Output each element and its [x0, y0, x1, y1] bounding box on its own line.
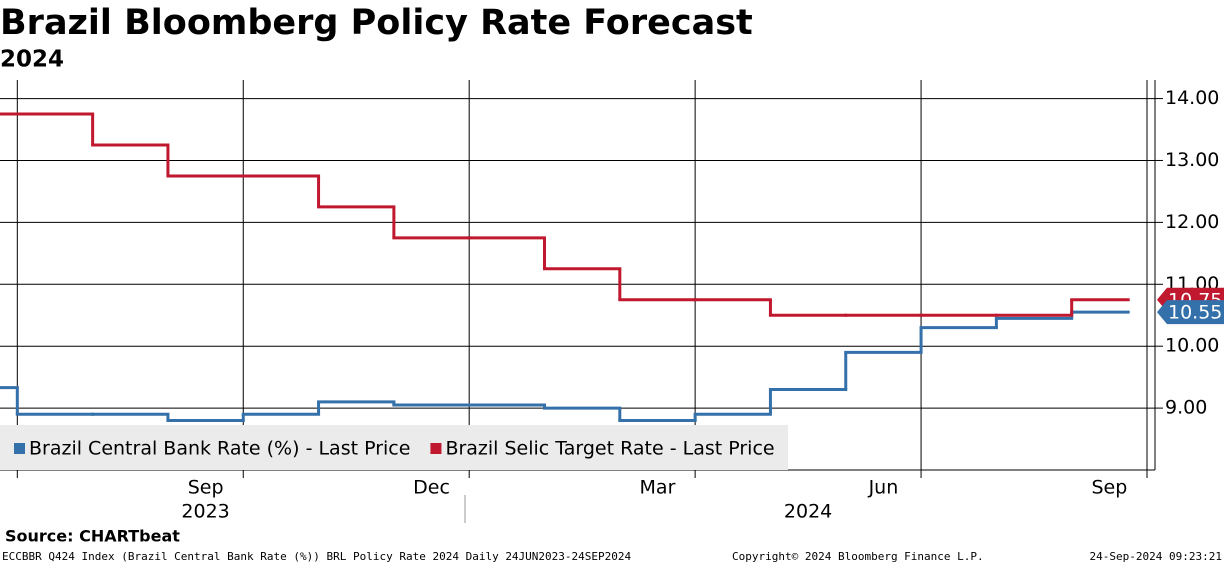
x-tick-label: Jun — [868, 477, 899, 499]
year-label: 2024 — [784, 501, 832, 523]
y-tick-label: 10.00 — [1165, 335, 1219, 357]
footer-center: Copyright© 2024 Bloomberg Finance L.P. — [732, 550, 984, 563]
x-tick-label: Mar — [640, 477, 676, 499]
last-value-tag — [1157, 300, 1224, 325]
legend-box — [0, 425, 788, 470]
y-tick-label: 14.00 — [1165, 87, 1219, 109]
chart-title: Brazil Bloomberg Policy Rate Forecast — [0, 3, 753, 43]
plot — [0, 112, 1130, 422]
source: Source: CHARTbeat — [5, 527, 180, 546]
legend-label: Brazil Central Bank Rate (%) - Last Pric… — [29, 438, 410, 460]
footer-right: 24-Sep-2024 09:23:21 — [1090, 550, 1222, 563]
legend-label: Brazil Selic Target Rate - Last Price — [445, 438, 774, 460]
chart-subtitle: 2024 — [0, 47, 64, 73]
grid — [0, 80, 1155, 470]
x-tick-label: Dec — [413, 477, 450, 499]
legend-swatch — [14, 443, 25, 454]
x-tick-label: Sep — [188, 477, 224, 499]
last-value-label: 10.55 — [1168, 302, 1222, 324]
legend-swatch — [430, 443, 442, 454]
y-tick-label: 13.00 — [1165, 149, 1219, 171]
legend: Brazil Central Bank Rate (%) - Last Pric… — [0, 425, 788, 470]
year-label: 2023 — [181, 501, 229, 523]
x-tick-label: Sep — [1091, 477, 1127, 499]
y-tick-label: 9.00 — [1165, 397, 1207, 419]
y-tick-label: 12.00 — [1165, 211, 1219, 233]
axes: 9.0010.0011.0012.0013.0014.00JunSepDecMa… — [16, 87, 1224, 523]
footer-left: ECCBBR Q424 Index (Brazil Central Bank R… — [2, 550, 632, 563]
